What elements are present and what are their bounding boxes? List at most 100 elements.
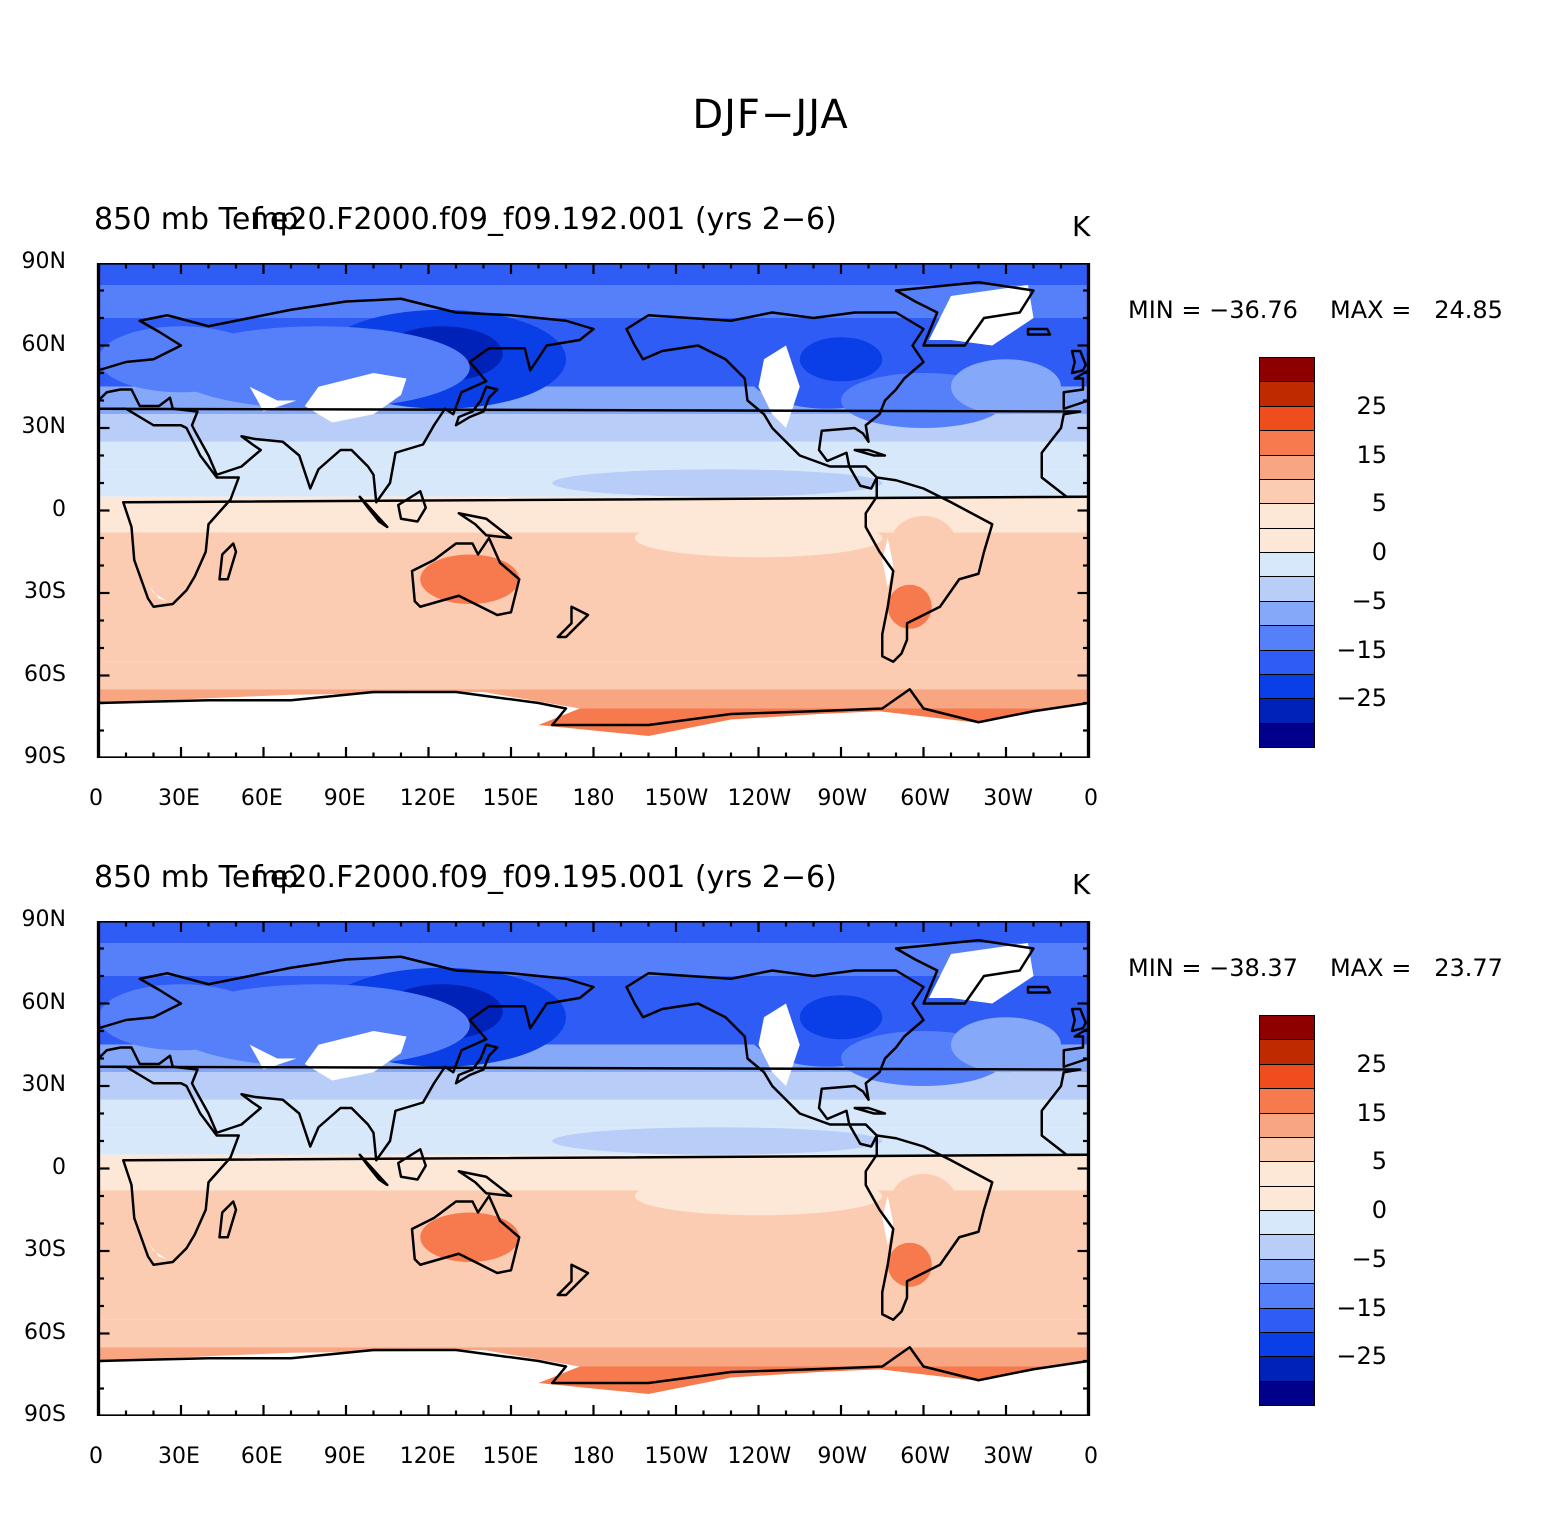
shade-region [799,337,883,382]
colorbar-swatch [1259,576,1315,602]
y-tick-label: 60S [24,1319,66,1345]
colorbar-swatch [1259,478,1315,505]
x-tick-label: 150W [644,786,709,811]
x-tick-label: 150E [482,786,539,811]
shade-region [98,984,264,1051]
units-label: K [1072,210,1091,243]
colorbar-swatch [1259,1161,1315,1187]
coastline [1070,1007,1087,1033]
x-tick-label: 60E [240,786,283,811]
coastline [97,1065,1090,1266]
temperature-difference-map [96,263,1091,758]
x-tick-label: 180 [572,1444,615,1469]
x-tick-label: 120E [399,786,456,811]
mask-region [758,345,800,428]
shade-band [98,661,1089,690]
colorbar: 25 15 5 0 −5 −15 −25 [1259,1015,1387,1406]
mask-region [929,943,1034,1004]
tick-marks [97,921,1090,1416]
x-tick-label: 120W [727,786,792,811]
colorbar-swatch [1259,430,1315,456]
colorbar-label: −15 [1336,1293,1387,1322]
colorbar-label: 0 [1371,538,1387,566]
x-tick-label: 60W [900,786,951,811]
temperature-difference-map [96,921,1091,1416]
coastline [97,297,595,504]
colorbar-label: −25 [1336,1342,1387,1371]
coastline [1026,327,1052,336]
variable-label: 850 mb Temp [94,860,299,895]
colorbar-swatch [1259,1185,1315,1211]
units-label: K [1072,868,1091,901]
y-tick-label: 0 [52,1154,66,1180]
colorbar-label: 15 [1356,1098,1387,1127]
shade-band [98,441,1089,470]
coastline [457,1170,513,1198]
coastline [625,969,925,1148]
x-tick-label: 120E [399,1444,456,1469]
y-tick-label: 90S [24,744,66,769]
shade-region [436,1218,503,1251]
coastline [397,1148,427,1181]
shade-band [98,571,1089,621]
coastline [556,605,590,639]
mask-region [249,1044,297,1070]
max-label: MAX = 23.77 [1330,954,1503,982]
coastline [410,1194,521,1275]
shade-region [126,543,209,599]
map-plot [96,263,1091,758]
coastline [358,1153,389,1187]
x-tick-label: 60W [900,1444,951,1469]
mask-region [98,1350,1089,1416]
x-tick-label: 150E [482,1444,539,1469]
colorbar-label: 5 [1371,1147,1387,1176]
coastline [454,385,499,427]
colorbar-swatch [1259,1307,1315,1333]
colorbar-swatch [1259,552,1315,578]
colorbar-swatch [1259,1234,1315,1260]
shade-region [634,1176,883,1216]
shade-region [552,1127,883,1155]
colorbar-label: 25 [1356,391,1387,420]
y-tick-label: 60N [21,331,66,357]
colorbar: 25 15 5 0 −5 −15 −25 [1259,357,1387,748]
shade-region [890,1174,957,1229]
coastline [97,955,595,1162]
coastline [864,1134,994,1321]
coastline [454,1043,499,1085]
case-label: f.e20.F2000.f09_f09.192.001 (yrs 2−6) [252,202,837,237]
y-tick-label: 30S [24,1237,66,1262]
colorbar-swatch [1259,1015,1315,1041]
y-tick-label: 90S [24,1402,66,1427]
coastline [97,1346,1090,1416]
min-label: MIN = −38.37 [1128,954,1298,982]
coastline [457,512,513,540]
x-tick-label: 0 [1084,1444,1098,1469]
x-tick-label: 0 [89,1444,103,1469]
y-tick-label: 30S [24,579,66,604]
tick-marks [97,263,1090,758]
figure-title: DJF−JJA [692,92,849,138]
coastline [894,281,1035,347]
colorbar-swatch [1259,381,1315,407]
coastline-layer [97,939,1090,1416]
y-tick-label: 90N [21,907,66,932]
colorbar-label: 25 [1356,1049,1387,1078]
y-tick-label: 0 [52,496,66,522]
coastline [625,311,925,490]
colorbar-swatch [1259,1039,1315,1065]
colorbar-swatch [1259,1136,1315,1163]
x-tick-label: 30W [983,1444,1033,1469]
colorbar-swatch [1259,454,1315,480]
x-tick-label: 90W [817,786,868,811]
shade-band [98,285,1089,318]
case-label: f.e20.F2000.f09_f09.195.001 (yrs 2−6) [252,860,837,895]
x-tick-label: 60E [240,1444,283,1469]
x-tick-label: 180 [572,786,615,811]
y-tick-label: 30N [21,414,66,439]
shade-band [98,943,1089,976]
shade-region [126,1201,209,1257]
colorbar-swatch [1259,600,1315,627]
shade-band [98,620,1089,662]
colorbar-label: −25 [1336,684,1387,713]
